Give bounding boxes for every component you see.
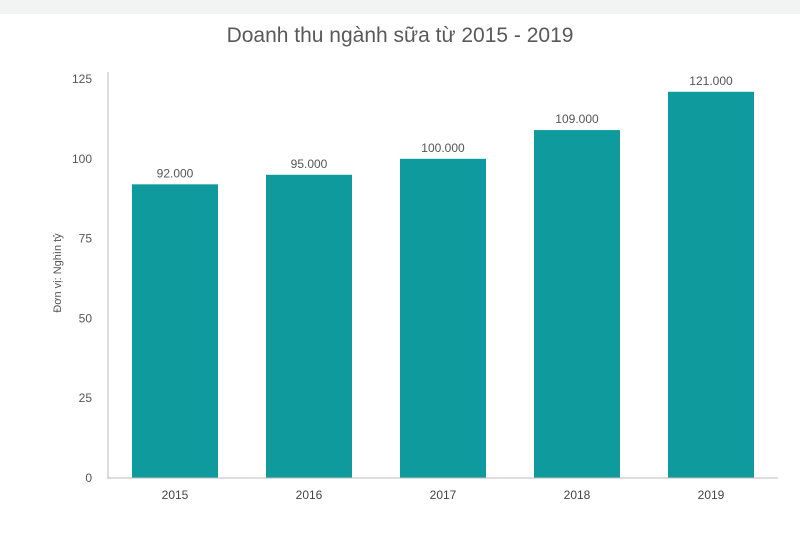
y-tick-label: 0 [85,471,92,485]
chart-title: Doanh thu ngành sữa từ 2015 - 2019 [226,24,574,47]
data-label: 95.000 [291,157,328,171]
x-tick-label: 2015 [162,488,189,502]
x-tick-label: 2017 [430,488,457,502]
y-tick-label: 50 [79,311,93,325]
bar-2019 [668,91,754,478]
data-label: 100.000 [421,141,465,155]
data-label: 121.000 [689,74,733,88]
y-tick-label: 25 [79,391,93,405]
bar-2018 [534,130,620,478]
bars [132,91,754,479]
data-label: 92.000 [157,166,194,180]
x-tick-label: 2016 [296,488,323,502]
y-axis-label: Đơn vị: Nghìn tỷ [52,233,64,313]
x-tick-label: 2019 [698,488,725,502]
top-strip [0,0,800,14]
x-axis-ticks: 2015 2016 2017 2018 2019 [162,488,725,502]
x-tick-label: 2018 [564,488,591,502]
data-labels: 92.000 95.000 100.000 109.000 121.000 [157,74,733,181]
y-tick-label: 125 [72,72,92,86]
y-tick-label: 75 [79,232,93,246]
bar-2016 [266,174,352,478]
bar-2017 [400,158,486,479]
data-label: 109.000 [555,112,599,126]
y-tick-label: 100 [72,152,92,166]
bar-2015 [132,184,218,478]
y-axis-ticks: 0 25 50 75 100 125 [72,72,92,485]
